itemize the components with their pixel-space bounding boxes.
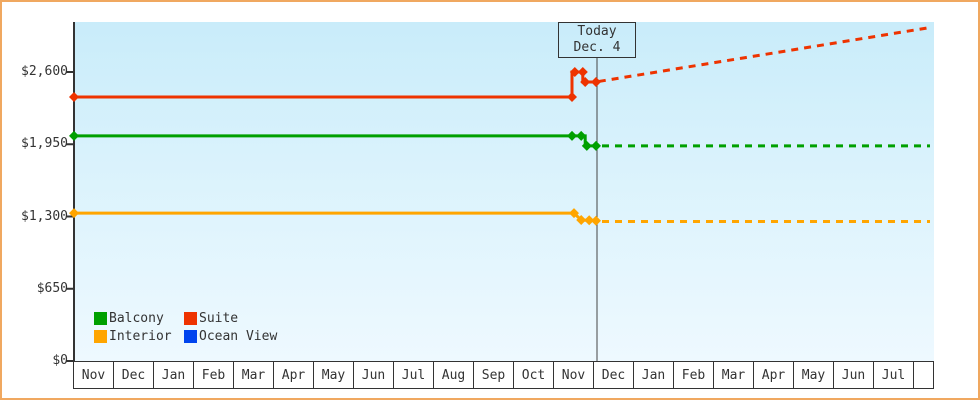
legend-item-suite: Suite (184, 311, 277, 326)
data-point-balcony (591, 140, 601, 151)
x-axis-month-cell: Jul (874, 362, 914, 388)
series-line-balcony (74, 134, 596, 148)
x-axis-month-cell: Nov (74, 362, 114, 388)
series-line-interior (74, 211, 597, 223)
data-point-suite (69, 92, 79, 103)
y-axis-tick-label: $2,600 (21, 64, 68, 79)
x-axis-month-cell: Aug (434, 362, 474, 388)
data-point-balcony (576, 130, 587, 141)
x-axis-filler-cell (914, 362, 933, 388)
data-point-suite (577, 67, 588, 77)
x-axis-month-cell: Feb (194, 362, 234, 388)
x-axis-month-cell: Apr (754, 362, 794, 388)
legend-label: Balcony (109, 311, 164, 326)
legend-label: Ocean View (199, 329, 278, 344)
x-axis-month-cell: Dec (594, 362, 634, 388)
x-axis-month-cell: Nov (554, 362, 594, 388)
y-axis-tick-label: $1,950 (21, 136, 68, 152)
data-point-suite (569, 67, 580, 77)
data-point-interior (576, 215, 587, 226)
x-axis-month-cell: May (314, 362, 354, 388)
x-axis-month-cell: Mar (714, 362, 754, 388)
x-axis-month-cell: Feb (674, 362, 714, 388)
data-point-suite (567, 92, 577, 103)
x-axis-month-cell: Oct (514, 362, 554, 388)
x-axis-month-cell: Jun (834, 362, 874, 388)
legend-item-ocean-view: Ocean View (184, 329, 277, 344)
series-line-suite (74, 70, 596, 99)
legend-label: Interior (109, 329, 172, 344)
data-point-interior (69, 208, 79, 219)
x-axis-month-cell: Dec (114, 362, 154, 388)
plot-area (74, 22, 934, 361)
legend-swatch-ocean-view (184, 330, 197, 343)
data-point-interior (569, 208, 579, 219)
data-point-interior (584, 215, 595, 226)
x-axis-month-cell: Jan (634, 362, 674, 388)
y-axis-tick-label: $650 (36, 280, 68, 296)
legend-swatch-interior (94, 330, 107, 343)
today-label: Today (577, 24, 617, 39)
x-axis-month-cell: Mar (234, 362, 274, 388)
legend-label: Suite (199, 311, 239, 326)
legend-swatch-balcony (94, 312, 107, 325)
legend: Balcony Suite Interior Ocean View (94, 311, 277, 344)
data-point-suite (580, 77, 591, 88)
x-axis-month-cell: Jun (354, 362, 394, 388)
today-annotation: Today Dec. 4 (558, 22, 636, 58)
x-axis-month-cell: Apr (274, 362, 314, 388)
data-point-interior (591, 215, 601, 226)
x-axis-month-cell: Sep (474, 362, 514, 388)
series-forecast-suite (598, 26, 931, 83)
x-axis-month-cell: Jan (154, 362, 194, 388)
data-point-suite (591, 77, 601, 88)
y-axis-tick-label: $1,300 (21, 208, 68, 224)
y-axis-tick-label: $0 (52, 353, 68, 368)
data-point-balcony (69, 130, 79, 141)
legend-item-interior: Interior (94, 329, 184, 344)
x-axis: Nov Dec Jan Feb Mar Apr May Jun Jul Aug Sep Oct Nov D… (73, 361, 934, 389)
x-axis-month-cell: May (794, 362, 834, 388)
data-point-balcony (567, 130, 577, 141)
data-point-balcony (581, 140, 592, 151)
legend-swatch-suite (184, 312, 197, 325)
today-date: Dec. 4 (573, 40, 621, 55)
x-axis-month-cell: Jul (394, 362, 434, 388)
legend-item-balcony: Balcony (94, 311, 184, 326)
